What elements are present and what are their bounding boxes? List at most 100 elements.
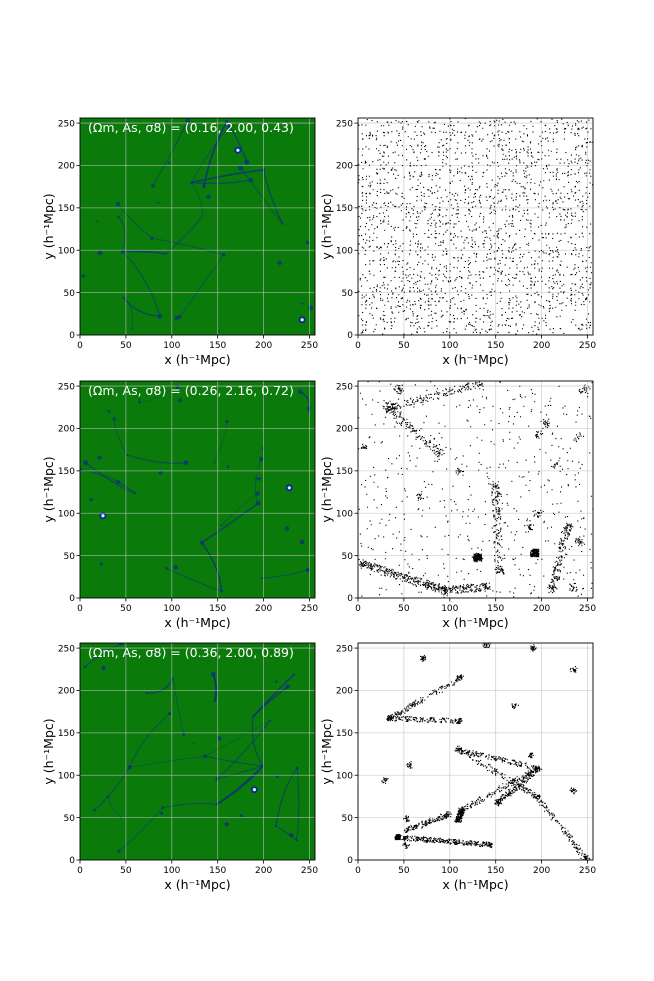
x-axis-label: x (h⁻¹Mpc) bbox=[442, 352, 508, 367]
y-tick-label: 50 bbox=[342, 814, 354, 824]
x-tick-label: 50 bbox=[398, 341, 410, 351]
y-tick-label: 0 bbox=[347, 331, 353, 341]
x-tick-label: 250 bbox=[301, 341, 318, 351]
y-tick-label: 0 bbox=[69, 856, 75, 866]
panel-2-particles: 0 50 100 150 200 250 0 50 100 150 200 250 x (h⁻¹Mpc)… bbox=[319, 380, 596, 630]
y-tick-label: 50 bbox=[64, 552, 76, 562]
plot-area bbox=[80, 118, 315, 335]
axes-frame bbox=[357, 642, 594, 861]
x-tick-label: 50 bbox=[120, 604, 132, 614]
x-axis-label: x (h⁻¹Mpc) bbox=[164, 877, 230, 892]
plot-area bbox=[358, 381, 593, 598]
x-axis-label: x (h⁻¹Mpc) bbox=[442, 877, 508, 892]
y-tick-label: 50 bbox=[342, 552, 354, 562]
x-tick-label: 50 bbox=[120, 341, 132, 351]
halo-core bbox=[236, 148, 240, 152]
plot-area bbox=[358, 643, 593, 860]
particles-background bbox=[358, 643, 593, 860]
panel-3-density: 0 50 100 150 200 250 0 50 100 150 200 250 x (h⁻¹Mpc)… bbox=[41, 642, 318, 892]
y-tick-label: 100 bbox=[336, 246, 353, 256]
y-tick-label: 50 bbox=[64, 814, 76, 824]
y-tick-label: 200 bbox=[336, 687, 353, 697]
x-tick-label: 100 bbox=[163, 604, 180, 614]
x-axis-label: x (h⁻¹Mpc) bbox=[442, 615, 508, 630]
y-tick-label: 200 bbox=[336, 425, 353, 435]
y-tick-label: 250 bbox=[336, 644, 353, 654]
x-tick-label: 50 bbox=[398, 604, 410, 614]
y-tick-label: 150 bbox=[336, 467, 353, 477]
cosmology-parameters-label: (Ωm, As, σ8) = (0.36, 2.00, 0.89) bbox=[88, 645, 294, 660]
x-tick-label: 250 bbox=[301, 866, 318, 876]
x-tick-label: 0 bbox=[355, 866, 361, 876]
x-tick-label: 200 bbox=[255, 866, 272, 876]
y-tick-label: 0 bbox=[69, 331, 75, 341]
axes-frame bbox=[79, 642, 316, 861]
y-tick-label: 150 bbox=[58, 729, 75, 739]
x-tick-label: 50 bbox=[398, 866, 410, 876]
x-tick-label: 150 bbox=[209, 341, 226, 351]
x-tick-label: 200 bbox=[255, 604, 272, 614]
x-tick-label: 250 bbox=[301, 604, 318, 614]
halo-core bbox=[287, 486, 291, 490]
x-tick-label: 100 bbox=[441, 604, 458, 614]
density-background bbox=[80, 643, 315, 860]
plot-area bbox=[80, 643, 315, 860]
x-tick-label: 150 bbox=[487, 604, 504, 614]
grid-lines bbox=[80, 118, 315, 335]
y-axis-label: y (h⁻¹Mpc) bbox=[41, 718, 56, 784]
filament-web bbox=[80, 385, 311, 593]
panel-3-particles: 0 50 100 150 200 250 0 50 100 150 200 250 x (h⁻¹Mpc)… bbox=[319, 642, 596, 892]
y-tick-label: 150 bbox=[58, 467, 75, 477]
panel-1-particles: 0 50 100 150 200 250 0 50 100 150 200 250 x (h⁻¹Mpc)… bbox=[319, 117, 596, 367]
y-tick-label: 0 bbox=[69, 594, 75, 604]
y-tick-label: 0 bbox=[347, 856, 353, 866]
x-tick-label: 0 bbox=[77, 341, 83, 351]
y-tick-label: 200 bbox=[58, 425, 75, 435]
x-tick-label: 0 bbox=[355, 604, 361, 614]
y-tick-label: 0 bbox=[347, 594, 353, 604]
cosmology-parameters-label: (Ωm, As, σ8) = (0.16, 2.00, 0.43) bbox=[88, 120, 294, 135]
y-tick-label: 250 bbox=[58, 644, 75, 654]
grid-lines bbox=[358, 643, 593, 860]
grid-lines bbox=[80, 381, 315, 598]
axes-frame bbox=[79, 380, 316, 599]
axes-frame bbox=[357, 117, 594, 336]
y-tick-label: 100 bbox=[58, 771, 75, 781]
plot-area bbox=[358, 118, 593, 335]
x-tick-label: 200 bbox=[255, 341, 272, 351]
density-background bbox=[80, 118, 315, 335]
x-axis-label: x (h⁻¹Mpc) bbox=[164, 352, 230, 367]
x-tick-label: 100 bbox=[163, 341, 180, 351]
x-tick-label: 150 bbox=[487, 341, 504, 351]
x-tick-label: 200 bbox=[533, 866, 550, 876]
x-tick-label: 0 bbox=[77, 604, 83, 614]
y-tick-label: 100 bbox=[336, 509, 353, 519]
y-axis-label: y (h⁻¹Mpc) bbox=[319, 456, 334, 522]
grid-lines bbox=[358, 118, 593, 335]
plot-area bbox=[80, 381, 315, 598]
y-tick-label: 250 bbox=[336, 382, 353, 392]
y-tick-label: 200 bbox=[58, 162, 75, 172]
grid-lines bbox=[80, 643, 315, 860]
x-tick-label: 0 bbox=[77, 866, 83, 876]
halo-core bbox=[300, 318, 304, 322]
y-tick-label: 100 bbox=[58, 246, 75, 256]
x-tick-label: 100 bbox=[441, 866, 458, 876]
x-tick-label: 100 bbox=[163, 866, 180, 876]
y-tick-label: 50 bbox=[64, 289, 76, 299]
y-tick-label: 250 bbox=[58, 382, 75, 392]
cosmology-parameters-label: (Ωm, As, σ8) = (0.26, 2.16, 0.72) bbox=[88, 383, 294, 398]
filament-web bbox=[83, 643, 300, 853]
x-tick-label: 150 bbox=[209, 866, 226, 876]
panel-2-density: 0 50 100 150 200 250 0 50 100 150 200 250 x (h⁻¹Mpc)… bbox=[41, 380, 318, 630]
y-tick-label: 150 bbox=[336, 729, 353, 739]
panel-1-density: 0 50 100 150 200 250 0 50 100 150 200 250 x (h⁻¹Mpc)… bbox=[41, 117, 318, 367]
x-axis-label: x (h⁻¹Mpc) bbox=[164, 615, 230, 630]
halo-core bbox=[101, 514, 105, 518]
y-tick-label: 100 bbox=[58, 509, 75, 519]
x-tick-label: 150 bbox=[209, 604, 226, 614]
y-axis-label: y (h⁻¹Mpc) bbox=[319, 718, 334, 784]
y-tick-label: 200 bbox=[58, 687, 75, 697]
y-tick-label: 150 bbox=[58, 204, 75, 214]
